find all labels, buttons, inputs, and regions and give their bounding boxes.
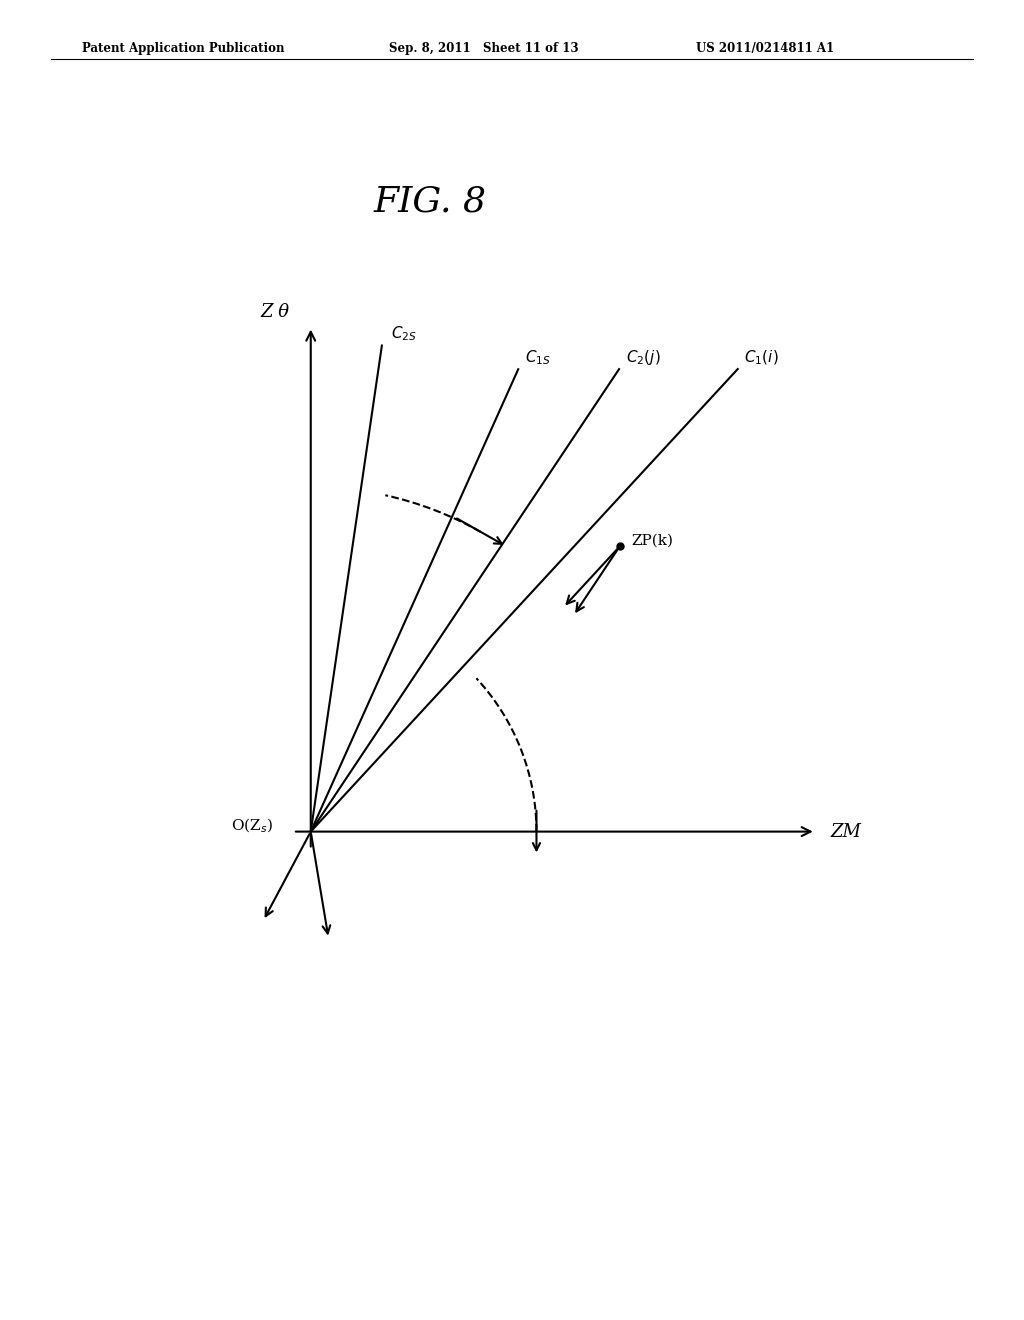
Text: US 2011/0214811 A1: US 2011/0214811 A1 xyxy=(696,42,835,55)
Text: $C_{2S}$: $C_{2S}$ xyxy=(391,325,417,343)
Text: $C_1(i)$: $C_1(i)$ xyxy=(744,348,779,367)
Text: O(Z$_s$): O(Z$_s$) xyxy=(230,817,272,834)
Text: ZM: ZM xyxy=(830,822,861,841)
Text: ZP(k): ZP(k) xyxy=(632,533,674,548)
Text: FIG. 8: FIG. 8 xyxy=(374,185,486,219)
Text: $C_2(j)$: $C_2(j)$ xyxy=(626,348,660,367)
Text: Z θ: Z θ xyxy=(261,302,290,321)
Text: $C_{1S}$: $C_{1S}$ xyxy=(524,348,551,367)
Text: Patent Application Publication: Patent Application Publication xyxy=(82,42,285,55)
Text: Sep. 8, 2011   Sheet 11 of 13: Sep. 8, 2011 Sheet 11 of 13 xyxy=(389,42,579,55)
